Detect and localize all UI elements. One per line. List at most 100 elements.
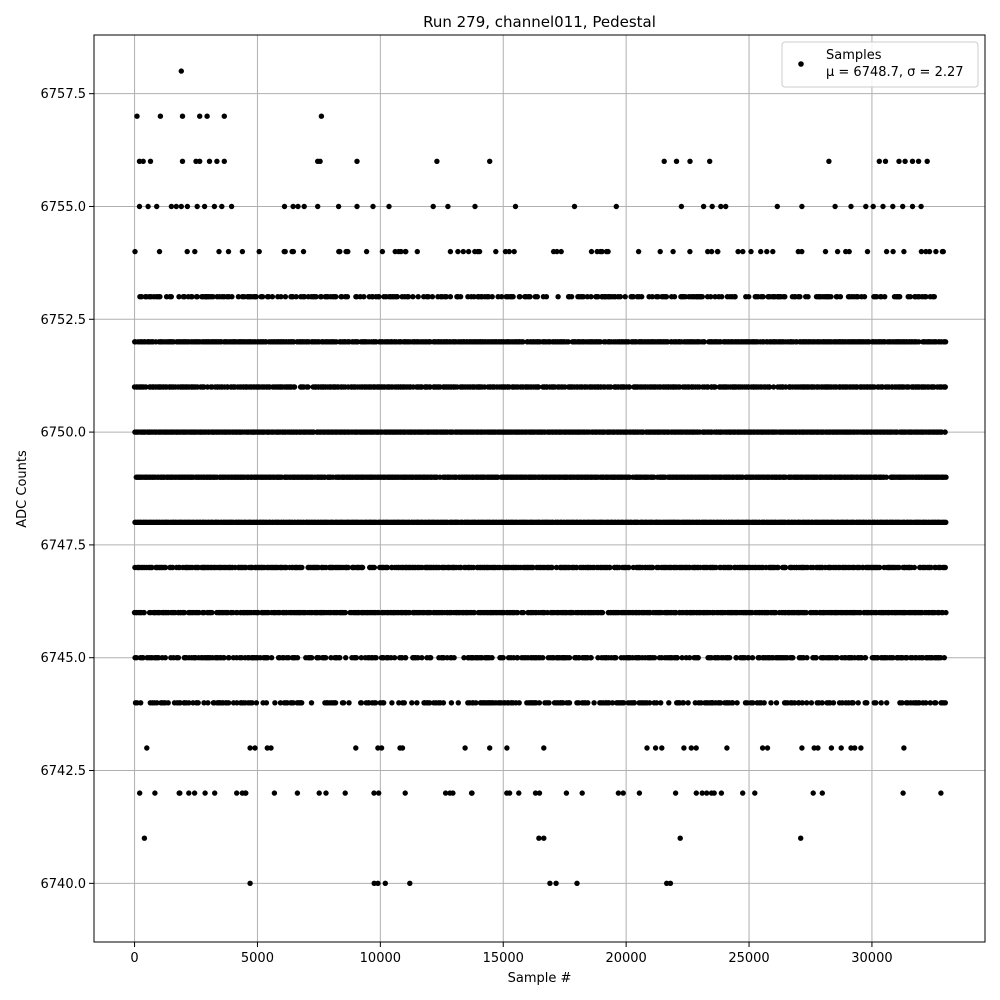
data-point [942,339,949,345]
data-point [414,700,420,706]
data-point [566,655,573,661]
data-point [282,294,289,300]
data-point [372,700,379,706]
data-point [373,655,379,661]
data-point [782,294,788,300]
data-point [195,700,201,706]
data-point [942,429,948,435]
data-point [828,294,834,300]
data-point [599,609,606,616]
data-point [805,294,811,300]
data-point [291,384,298,390]
data-point [332,700,339,706]
data-point [340,700,347,706]
data-point [617,294,623,300]
data-point [141,609,147,616]
data-point [749,655,756,661]
data-point [663,294,670,300]
data-point [175,655,182,661]
data-point [229,294,235,300]
data-point [451,655,457,661]
data-point [527,294,533,300]
data-point [308,700,315,706]
data-point [342,609,349,616]
data-point [861,294,868,300]
data-point [797,294,803,300]
data-point [585,700,591,706]
data-point [253,700,260,706]
data-point [401,700,407,706]
data-point [293,294,299,300]
data-point [719,294,725,300]
data-point [555,294,561,300]
data-point [534,294,540,300]
data-point [371,564,378,571]
data-point [516,700,522,706]
data-point [447,294,454,300]
data-point [429,294,436,300]
data-point [489,294,495,300]
data-point [701,339,707,345]
data-point [639,294,645,300]
data-point [376,294,382,300]
data-point [346,700,352,706]
data-point [498,294,505,300]
data-point [269,294,276,300]
data-point [760,294,766,300]
data-point [361,294,367,300]
data-point [517,294,523,300]
data-point [157,294,163,300]
data-point [205,700,211,706]
data-point [263,700,270,706]
data-point [455,700,461,706]
data-point [305,384,311,390]
data-point [448,700,455,706]
data-point [309,655,315,661]
data-point [162,655,168,661]
data-point [882,294,888,300]
data-point [862,655,869,661]
data-point [428,655,434,661]
data-point [746,294,752,300]
data-point [732,294,738,300]
data-point [943,609,949,616]
data-point [440,700,447,706]
data-point [489,655,495,661]
data-point [353,655,360,661]
data-point [631,700,637,706]
data-point [323,655,329,661]
data-point [299,700,305,706]
data-point [165,700,171,706]
data-point [613,655,619,661]
data-point [540,655,546,661]
data-point [272,700,278,706]
data-point [358,700,365,706]
data-point [942,384,948,390]
data-point [268,655,275,661]
data-point [381,700,387,706]
data-point [333,294,339,300]
data-point [680,700,687,706]
data-point [410,294,416,300]
data-point [344,294,351,300]
data-point [685,700,691,706]
data-point [942,564,948,571]
data-point [943,519,949,525]
data-point [457,294,464,300]
data-point [391,655,398,661]
data-point [500,655,506,661]
data-point [402,655,409,661]
data-point [294,655,301,661]
data-point [359,564,366,571]
data-point [546,700,552,706]
data-point [568,294,575,300]
data-point [588,655,594,661]
data-point [674,655,680,661]
data-point [813,655,819,661]
data-point [536,700,543,706]
data-point [226,700,232,706]
data-point [790,655,796,661]
data-point [337,655,343,661]
